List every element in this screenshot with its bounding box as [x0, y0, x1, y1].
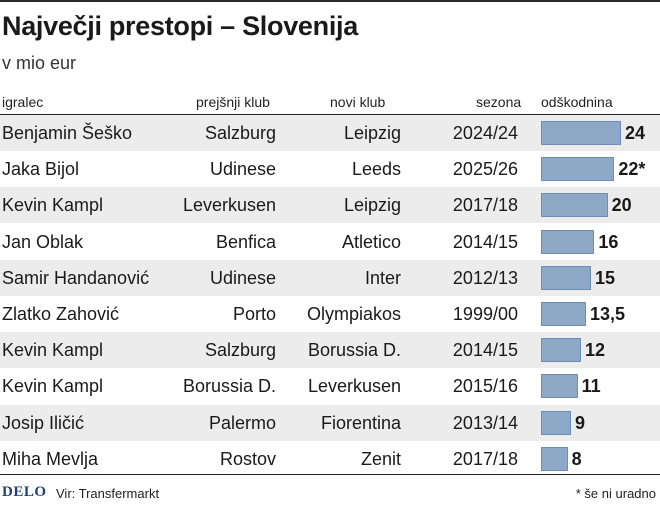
fee-value-label: 16 [598, 231, 619, 252]
player-name: Jan Oblak [2, 231, 84, 252]
fee-bar [541, 229, 595, 254]
table-row: Zlatko Zahović Porto Olympiakos 1999/00 13,5 [0, 296, 660, 332]
fee-value-label: 15 [595, 267, 616, 288]
player-name: Jaka Bijol [2, 159, 80, 180]
new-club: Fiorentina [320, 412, 401, 433]
chart-title: Največji prestopi – Slovenija [2, 11, 358, 41]
header-new-club: novi klub [330, 94, 386, 110]
header-fee: odškodnina [541, 94, 613, 110]
fee-bar [541, 193, 608, 218]
season: 2015/16 [452, 376, 518, 397]
season: 2017/18 [452, 448, 518, 469]
fee-value-label: 11 [581, 376, 601, 397]
previous-club: Udinese [209, 267, 276, 288]
header-player: igralec [2, 94, 44, 110]
footnote: * še ni uradno [575, 486, 656, 501]
header-season: sezona [476, 94, 522, 110]
table-row: Josip Iličić Palermo Fiorentina 2013/14 9 [0, 404, 660, 441]
fee-bar [541, 302, 586, 326]
table-row: Benjamin Šeško Salzburg Leipzig 2024/24 24 [0, 115, 660, 151]
season: 2017/18 [452, 195, 518, 216]
table-row: Miha Mevlja Rostov Zenit 2017/18 8 [0, 441, 660, 477]
new-club: Olympiakos [306, 304, 401, 324]
fee-bar [541, 410, 571, 435]
table-row: Kevin Kampl Borussia D. Leverkusen 2015/16 1… [0, 368, 660, 404]
fee-bar [541, 338, 581, 363]
delo-logo: DELO [2, 484, 47, 500]
bottom-rule [0, 474, 660, 475]
previous-club: Salzburg [204, 123, 276, 143]
previous-club: Leverkusen [182, 195, 276, 216]
fee-value-label: 20 [611, 195, 632, 216]
new-club: Leeds [351, 159, 401, 180]
previous-club: Udinese [209, 159, 276, 180]
season: 2012/13 [452, 267, 518, 288]
player-name: Kevin Kampl [2, 376, 104, 397]
fee-bar [541, 374, 578, 399]
previous-club: Borussia D. [182, 376, 276, 397]
fee-value-label: 13,5 [590, 304, 626, 324]
season: 2024/24 [452, 123, 518, 143]
fee-value-label: 12 [585, 340, 606, 361]
new-club: Leipzig [343, 195, 401, 216]
table-row: Jaka Bijol Udinese Leeds 2025/26 22* [0, 151, 660, 187]
header-rule [0, 114, 660, 115]
player-name: Josip Iličić [2, 412, 85, 433]
previous-club: Rostov [219, 448, 276, 469]
table-row: Kevin Kampl Salzburg Borussia D. 2014/15 12 [0, 332, 660, 369]
fee-bar [541, 446, 568, 471]
player-name: Zlatko Zahović [2, 304, 120, 324]
season: 2014/15 [452, 340, 518, 361]
season: 2014/15 [452, 231, 518, 252]
new-club: Leverkusen [307, 376, 401, 397]
previous-club: Porto [232, 304, 276, 324]
previous-club: Palermo [208, 412, 276, 433]
new-club: Borussia D. [307, 340, 401, 361]
season: 1999/00 [452, 304, 518, 324]
fee-bar [541, 265, 591, 290]
fee-value-label: 9 [575, 412, 586, 433]
chart-subtitle: v mio eur [2, 53, 77, 73]
fee-bar [541, 121, 621, 145]
fee-value-label: 22* [618, 159, 646, 180]
new-club: Atletico [341, 231, 401, 252]
player-name: Samir Handanović [2, 267, 150, 288]
table-row: Kevin Kampl Leverkusen Leipzig 2017/18 20 [0, 187, 660, 224]
previous-club: Salzburg [204, 340, 276, 361]
table-row: Jan Oblak Benfica Atletico 2014/15 16 [0, 224, 660, 260]
source-note: Vir: Transfermarkt [56, 486, 160, 501]
player-name: Benjamin Šeško [2, 123, 133, 143]
fee-bar [541, 157, 615, 182]
season: 2025/26 [452, 159, 518, 180]
header-prev-club: prejšnji klub [196, 94, 270, 110]
player-name: Miha Mevlja [2, 448, 99, 469]
new-club: Leipzig [343, 123, 401, 143]
player-name: Kevin Kampl [2, 195, 104, 216]
season: 2013/14 [452, 412, 518, 433]
fee-value-label: 8 [571, 448, 582, 469]
new-club: Zenit [360, 448, 401, 469]
table-row: Samir Handanović Udinese Inter 2012/13 15 [0, 259, 660, 296]
player-name: Kevin Kampl [2, 340, 104, 361]
fee-value-label: 24 [625, 123, 646, 143]
previous-club: Benfica [215, 231, 276, 252]
top-rule [0, 0, 660, 2]
new-club: Inter [364, 267, 401, 288]
